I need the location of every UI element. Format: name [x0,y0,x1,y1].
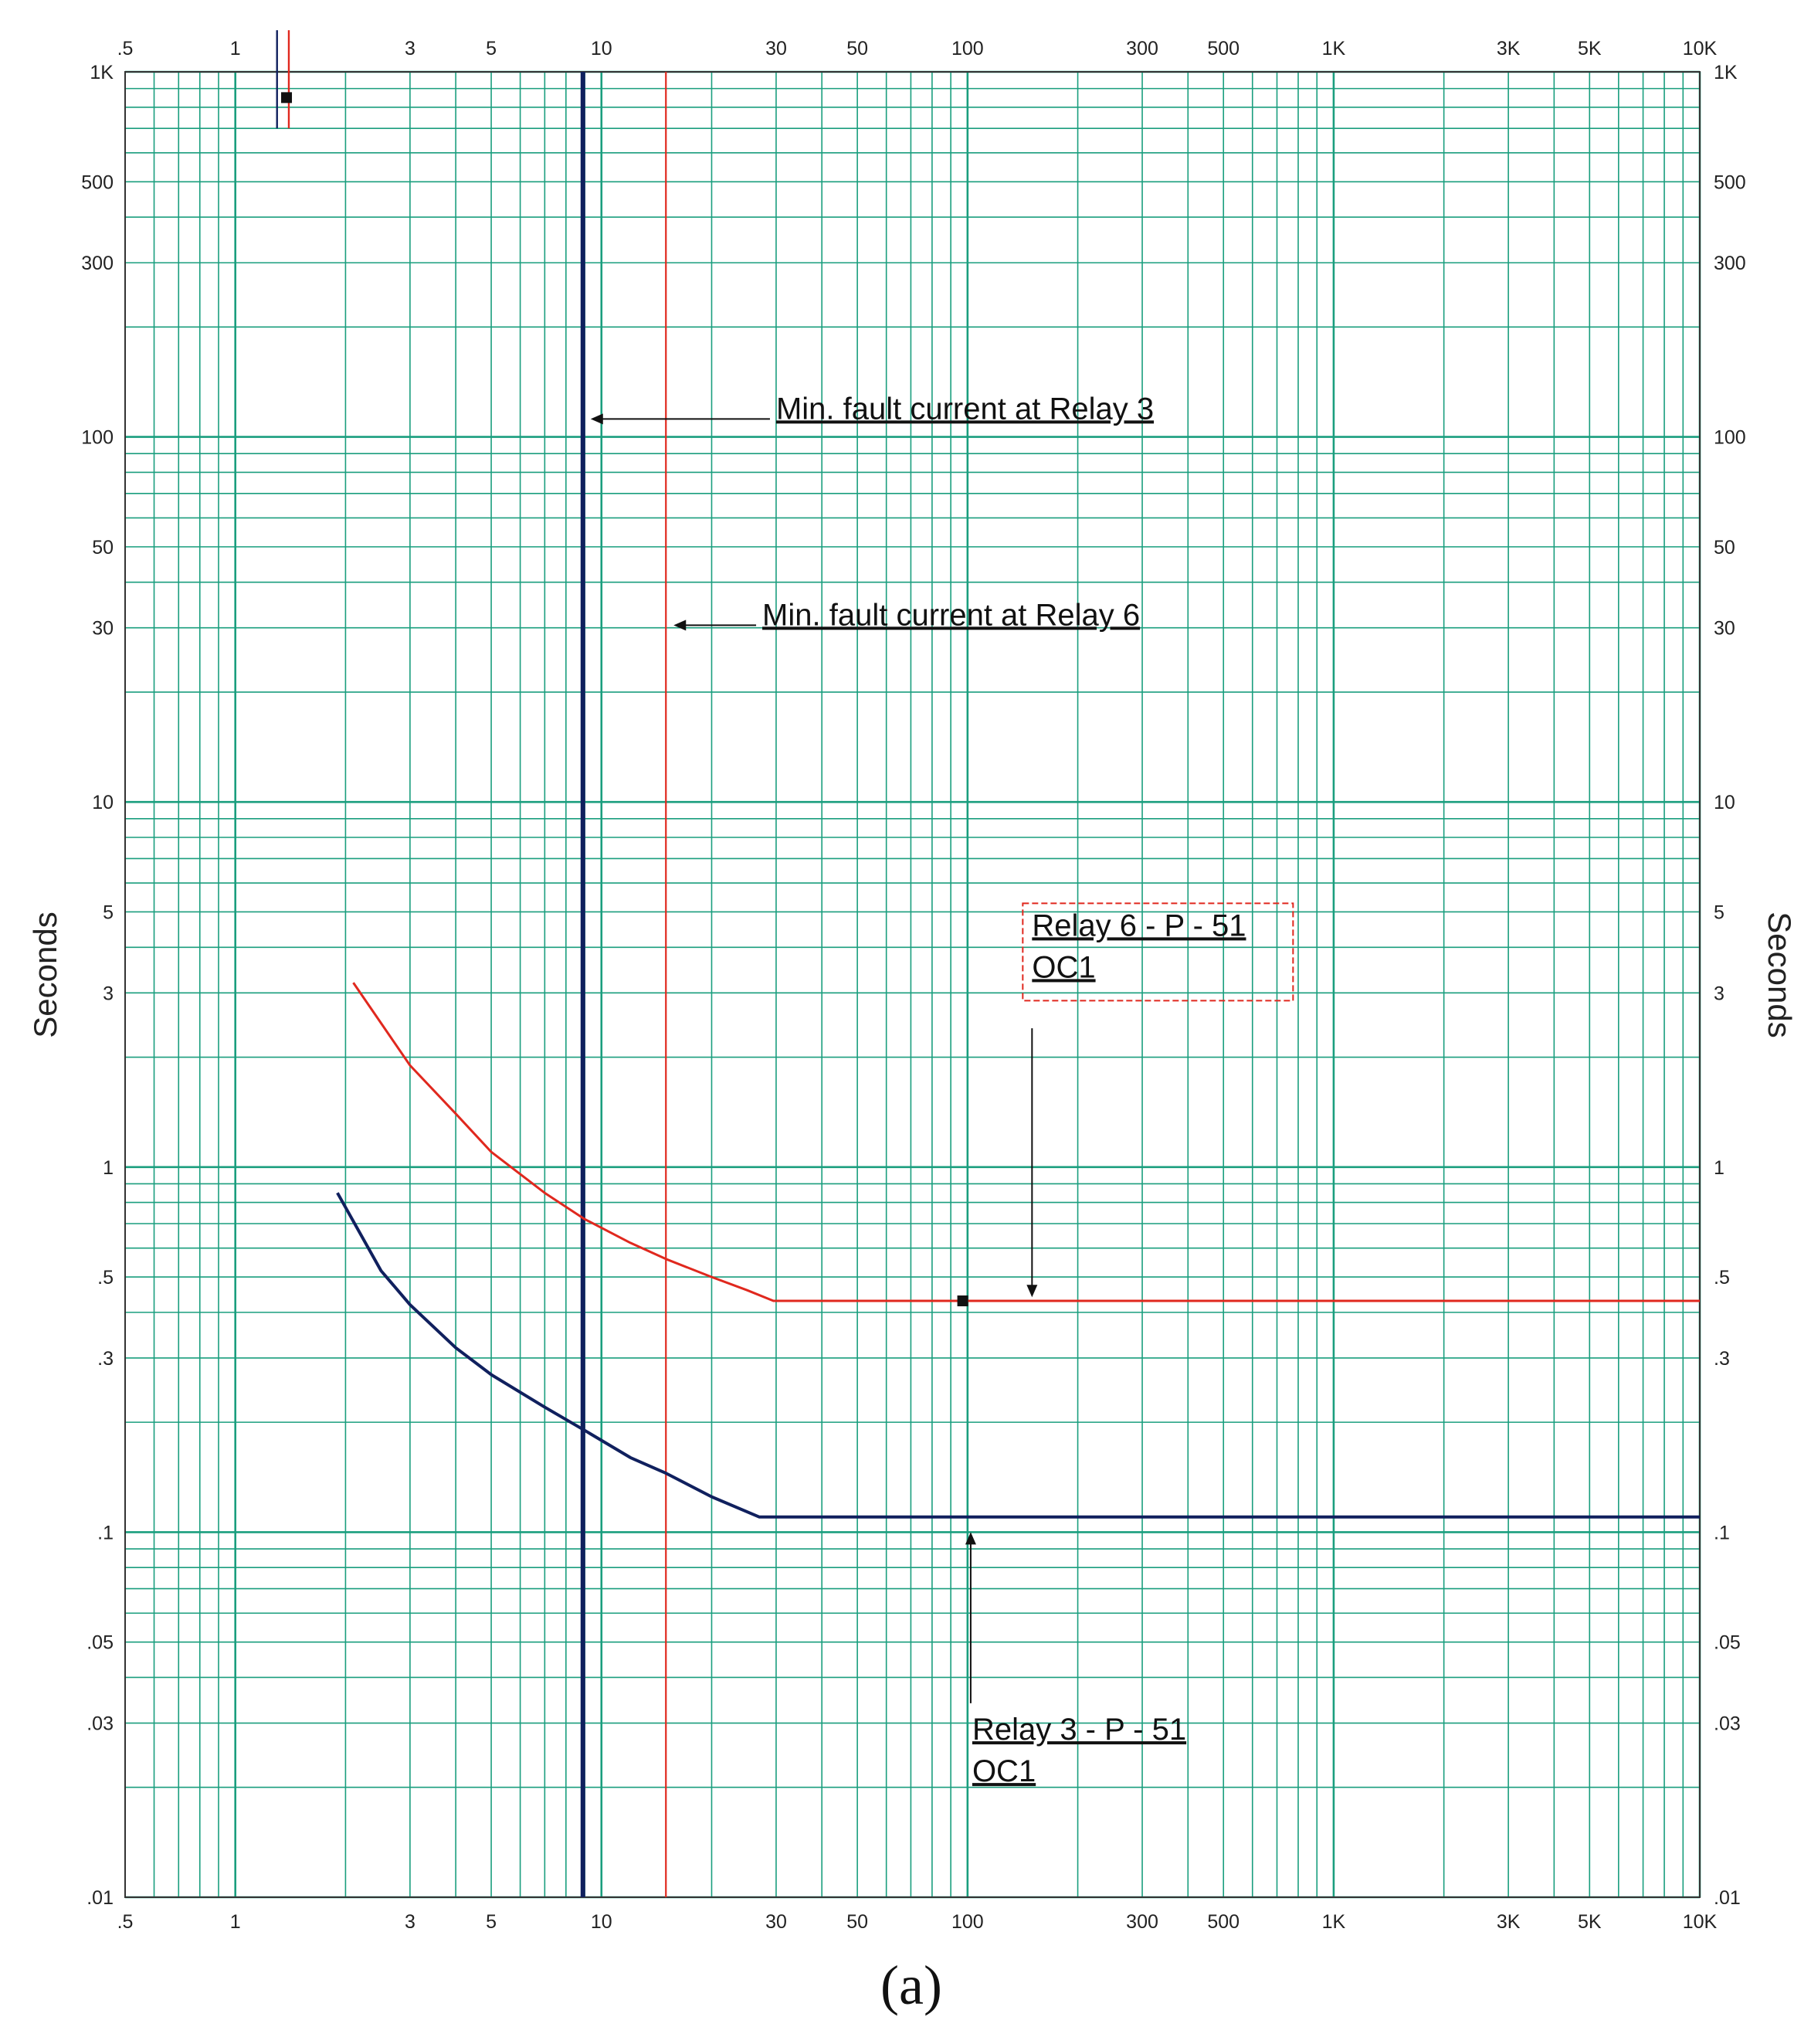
y-tick-label-left: .05 [86,1632,114,1654]
x-tick-label-bottom: 3K [1497,1911,1521,1933]
y-axis-title-left: Seconds [27,912,63,1037]
y-tick-label-left: 300 [81,253,114,274]
x-tick-label-bottom: 5K [1578,1911,1602,1933]
x-tick-label-bottom: 500 [1207,1911,1240,1933]
y-tick-label-right: 1 [1714,1157,1725,1179]
y-tick-label-right: 30 [1714,618,1735,640]
y-tick-label-right: 300 [1714,253,1746,274]
x-tick-label-top: 500 [1207,38,1240,59]
y-tick-label-left: .3 [97,1348,114,1370]
arrowhead [673,620,687,631]
arrowhead [590,413,603,425]
y-tick-label-right: 100 [1714,427,1746,449]
x-tick-label-bottom: 10K [1683,1911,1718,1933]
y-tick-label-right: .1 [1714,1522,1730,1543]
x-tick-label-bottom: 30 [765,1911,787,1933]
x-tick-label-top: 10 [591,38,612,59]
x-tick-label-bottom: 50 [846,1911,868,1933]
x-tick-label-top: 50 [846,38,868,59]
x-tick-label-bottom: 1 [230,1911,241,1933]
y-tick-label-right: .3 [1714,1348,1730,1370]
x-tick-label-bottom: 100 [951,1911,984,1933]
y-tick-label-left: 100 [81,427,114,449]
y-tick-label-left: 5 [103,901,114,923]
y-tick-label-right: 3 [1714,983,1725,1004]
y-tick-label-right: .5 [1714,1267,1730,1289]
y-tick-label-right: .01 [1714,1887,1741,1909]
annotation-text: Min. fault current at Relay 6 [762,598,1140,632]
plot-frame [124,71,1701,1898]
x-tick-label-bottom: 300 [1126,1911,1158,1933]
annotation-text: OC1 [1032,950,1095,984]
y-tick-label-left: .01 [86,1887,114,1909]
y-tick-label-left: .03 [86,1713,114,1735]
x-tick-label-top: .5 [117,38,134,59]
y-tick-label-right: .03 [1714,1713,1741,1735]
y-tick-label-left: 1K [90,62,114,83]
x-tick-label-top: 10K [1683,38,1718,59]
y-tick-label-left: 3 [103,983,114,1004]
y-tick-label-right: 500 [1714,171,1746,193]
annotation-text: Min. fault current at Relay 3 [776,392,1154,426]
annotation-text: Relay 3 - P - 51 [972,1713,1186,1747]
y-tick-label-left: 30 [92,618,114,640]
axis-labels: .5 .5 1 1 3 3 5 5 10 10 30 30 50 50 100 100 300 300 500 500… [81,38,1745,1933]
y-tick-label-right: 5 [1714,901,1725,923]
x-tick-label-top: 100 [951,38,984,59]
y-tick-label-right: 10 [1714,792,1735,813]
x-tick-label-top: 5K [1578,38,1602,59]
y-tick-label-left: 50 [92,537,114,559]
y-tick-label-right: .05 [1714,1632,1741,1654]
point-marker [281,92,293,104]
point-marker [957,1295,968,1307]
y-tick-label-left: 1 [103,1157,114,1179]
y-tick-label-right: 1K [1714,62,1738,83]
series-line-relay3 [336,1192,1700,1519]
x-tick-label-top: 1K [1322,38,1346,59]
y-tick-label-left: .1 [97,1522,114,1543]
annotation-layer: Min. fault current at Relay 3 Min. fault … [590,392,1294,1788]
annotation-text: Relay 6 - P - 51 [1032,908,1246,942]
series-line-relay6 [352,982,1700,1302]
x-tick-label-top: 30 [765,38,787,59]
x-tick-label-bottom: 5 [486,1911,497,1933]
y-tick-label-left: 500 [81,171,114,193]
x-tick-label-top: 300 [1126,38,1158,59]
y-tick-label-right: 50 [1714,537,1735,559]
grid [124,70,1701,1899]
y-tick-label-left: 10 [92,792,114,813]
x-tick-label-bottom: 1K [1322,1911,1346,1933]
x-tick-label-top: 1 [230,38,241,59]
figure-caption: (a) [880,1954,942,2016]
x-tick-label-bottom: 3 [405,1911,415,1933]
arrowhead [965,1532,976,1545]
x-tick-label-top: 5 [486,38,497,59]
annotation-box [1022,902,1294,1002]
x-tick-label-top: 3K [1497,38,1521,59]
x-tick-label-top: 3 [405,38,415,59]
x-tick-label-bottom: 10 [591,1911,612,1933]
y-tick-label-left: .5 [97,1267,114,1289]
y-axis-title-right: Seconds [1762,912,1798,1037]
annotation-text: OC1 [972,1754,1036,1788]
series-layer [276,30,1700,1897]
arrowhead [1026,1285,1038,1298]
x-tick-label-bottom: .5 [117,1911,134,1933]
